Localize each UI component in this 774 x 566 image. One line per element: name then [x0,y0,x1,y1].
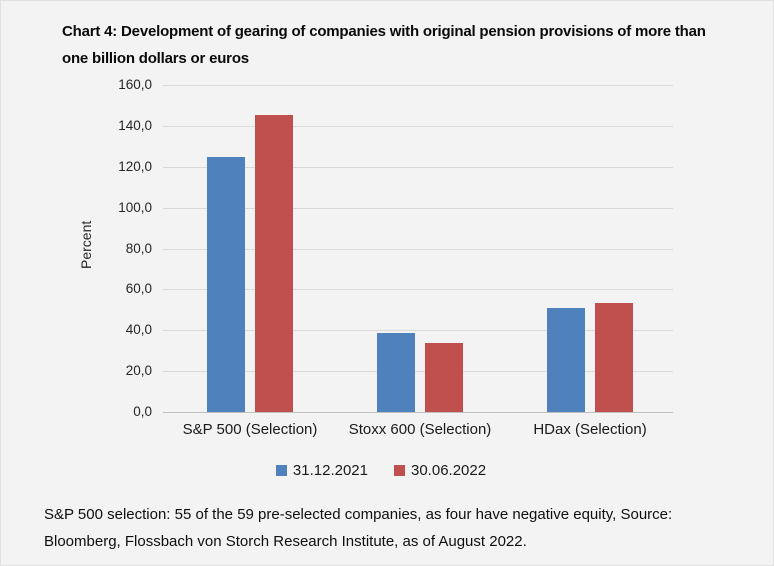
y-tick-label: 60,0 [125,281,152,297]
bar-31.12.2021-S&P 500 (Selection) [207,156,245,412]
gridline-100,0 [163,207,673,209]
chart-title: Chart 4: Development of gearing of compa… [62,18,706,72]
gridline-140,0 [163,125,673,127]
bar-31.12.2021-HDax (Selection) [547,308,585,412]
legend-item-31.12.2021: 31.12.2021 [275,462,368,479]
legend-swatch-icon [394,465,405,476]
gridline-120,0 [163,166,673,168]
legend: 31.12.2021 30.06.2022 [0,462,774,479]
y-tick-label: 0,0 [133,404,152,419]
y-tick-label: 160,0 [118,77,152,92]
gridline-0,0 [163,412,673,413]
bar-30.06.2022-HDax (Selection) [595,303,633,412]
chart-title-line2: one billion dollars or euros [62,50,249,67]
legend-label: 30.06.2022 [411,462,487,479]
gridline-20,0 [163,371,673,373]
bar-30.06.2022-Stoxx 600 (Selection) [425,342,463,412]
bar-31.12.2021-Stoxx 600 (Selection) [377,333,415,412]
y-tick-label: 20,0 [125,363,152,379]
legend-label: 31.12.2021 [292,462,368,479]
legend-items: 31.12.2021 30.06.2022 [275,462,486,479]
source-note: S&P 500 selection: 55 of the 59 pre-sele… [44,501,672,555]
gridline-160,0 [163,85,673,86]
x-tick-label: Stoxx 600 (Selection) [348,421,492,438]
x-tick-label: HDax (Selection) [533,421,647,438]
gridline-80,0 [163,248,673,250]
bar-30.06.2022-S&P 500 (Selection) [255,114,293,412]
gridline-60,0 [163,289,673,291]
x-tick-label: S&P 500 (Selection) [182,421,318,438]
y-tick-label: 100,0 [118,199,152,215]
legend-swatch-icon [275,465,287,476]
y-tick-label: 140,0 [118,117,152,133]
y-axis-title: Percent [78,220,94,269]
plot-area [163,85,673,413]
gridline-40,0 [163,330,673,332]
y-tick-label: 40,0 [125,322,152,338]
source-note-line2: Bloomberg, Flossbach von Storch Research… [44,533,527,550]
chart-title-line1: Chart 4: Development of gearing of compa… [62,23,706,40]
y-tick-label: 80,0 [125,240,152,256]
source-note-line1: S&P 500 selection: 55 of the 59 pre-sele… [44,506,673,523]
y-tick-label: 120,0 [118,158,152,174]
legend-item-30.06.2022: 30.06.2022 [394,462,486,479]
